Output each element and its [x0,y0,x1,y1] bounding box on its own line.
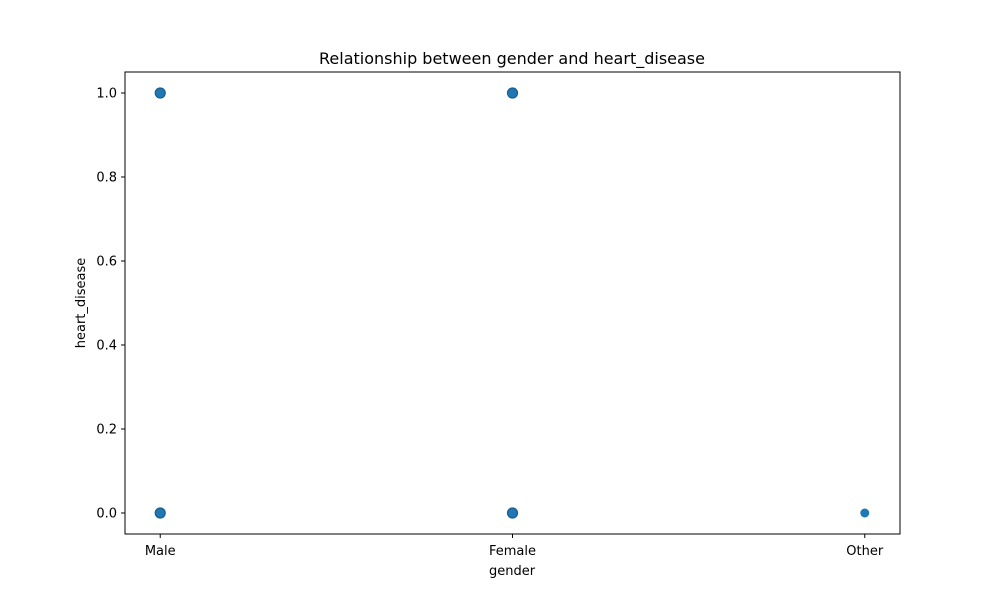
y-tick-label: 0.8 [96,171,117,186]
chart-title: Relationship between gender and heart_di… [319,49,705,69]
plot-area-frame [124,71,901,535]
y-axis-title: heart_disease [74,258,89,349]
y-axis: 0.0 0.2 0.4 0.6 0.8 1.0 [96,87,125,522]
data-point [506,507,519,519]
y-tick-label: 0.6 [96,255,117,270]
x-tick-label: Other [846,544,884,559]
x-axis-title: gender [489,564,536,579]
data-point [506,87,519,99]
y-tick-label: 0.0 [96,507,117,522]
data-point [154,87,166,99]
x-tick-label: Female [489,544,536,559]
data-point [860,508,870,518]
data-point [154,507,166,519]
y-tick-label: 0.4 [96,339,117,354]
x-tick-label: Male [145,544,176,559]
x-axis: Male Female Other [145,534,884,559]
y-tick-label: 1.0 [96,87,117,102]
scatter-points [154,87,870,519]
y-tick-label: 0.2 [96,423,117,438]
